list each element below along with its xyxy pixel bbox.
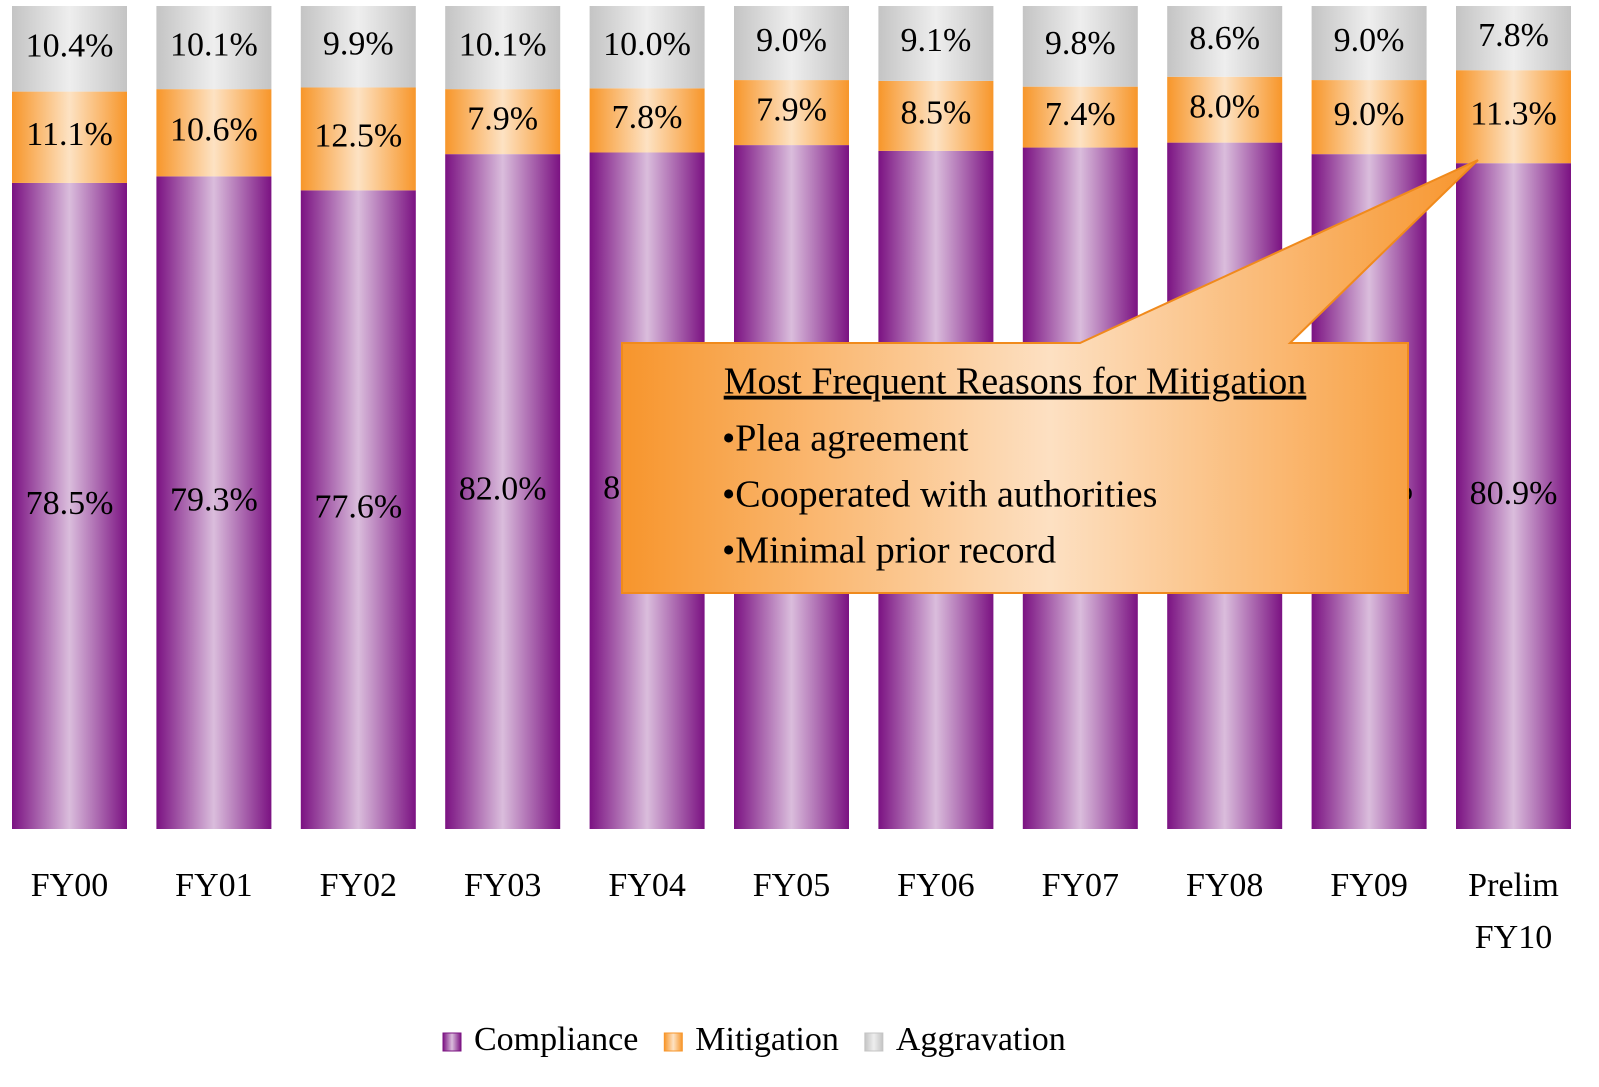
bar-segment [156,176,272,830]
x-tick-label: FY06 [897,867,975,904]
bar-segment [1022,86,1138,148]
bar-segment [445,154,561,829]
data-label: 10.6% [170,112,258,149]
data-label: 7.9% [467,100,538,137]
bar-segment [12,182,127,829]
data-label: 8.0% [1189,88,1260,125]
bar-segment [589,6,705,89]
legend-label: Aggravation [896,1021,1066,1058]
x-tick-label: FY01 [175,867,253,904]
bar-segment [300,6,416,88]
x-tick-label: FY08 [1185,867,1264,904]
data-label: 9.9% [323,26,394,63]
callout-item: •Plea agreement [722,418,969,460]
bar-segment [1022,6,1138,87]
bar-segment [1311,6,1427,81]
data-label: 7.9% [756,91,827,128]
data-label: 11.1% [26,116,113,153]
bar-segment [445,89,561,155]
data-label: 10.1% [170,26,258,63]
data-label: 10.1% [459,26,547,63]
data-label: 9.1% [900,22,971,59]
bar-segment [156,6,272,90]
data-label: 8.6% [1189,20,1260,57]
data-label: 12.5% [314,118,402,155]
x-tick-label: FY05 [752,867,831,904]
bar-segment [1167,76,1283,143]
legend-label: Compliance [474,1021,638,1058]
bar-segment [300,87,416,191]
callout-item: •Cooperated with authorities [722,474,1157,516]
bar-segment [878,6,994,81]
data-label: 79.3% [170,481,258,518]
x-tick-label: Prelim FY10 [1468,867,1559,956]
legend: Compliance Mitigation Aggravation [442,1021,1066,1058]
bar-segment [156,89,272,177]
bar-segment [1456,6,1571,71]
bar-segment [1167,6,1283,77]
bar-segment [878,80,994,151]
bar-segment [12,6,127,92]
bar-segment [1311,80,1427,155]
data-label: 10.4% [26,28,114,65]
bar-segment [1456,70,1571,164]
legend-swatch [663,1032,683,1052]
legend-swatch [864,1032,884,1052]
x-tick-label: FY09 [1330,867,1408,904]
data-label: 9.0% [1334,22,1405,59]
x-tick-label: FY00 [30,867,109,904]
legend-label: Mitigation [695,1021,839,1058]
x-tick-label: FY02 [319,867,398,904]
x-tick-label: FY03 [463,867,542,904]
data-label: 9.0% [756,22,827,59]
legend-swatch [442,1032,462,1052]
bar-segment [734,6,849,81]
data-label: 8.5% [900,95,971,132]
callout-item: •Minimal prior record [722,530,1056,572]
data-label: 80.9% [1470,475,1558,512]
data-label: 82.0% [459,470,547,507]
bar-segment [300,190,416,830]
x-tick-label: FY07 [1041,867,1120,904]
data-label: 11.3% [1470,95,1557,132]
data-label: 77.6% [314,488,402,525]
callout-title: Most Frequent Reasons for Mitigation [724,361,1307,403]
data-label: 78.5% [26,485,114,522]
data-label: 10.0% [603,26,691,63]
data-label: 7.8% [612,99,683,136]
bar-segment [12,91,127,183]
data-label: 7.4% [1045,96,1116,133]
x-tick-label: FY04 [608,867,686,904]
bar-segment [734,80,849,146]
data-label: 9.8% [1045,25,1116,62]
callout: Most Frequent Reasons for Mitigation •Pl… [621,159,1479,594]
data-label: 9.0% [1334,96,1405,133]
data-label: 7.8% [1478,17,1549,54]
bar-segment [1456,163,1571,829]
bar-segment [589,88,705,153]
callout-box [621,159,1479,594]
bar-segment [445,6,561,90]
